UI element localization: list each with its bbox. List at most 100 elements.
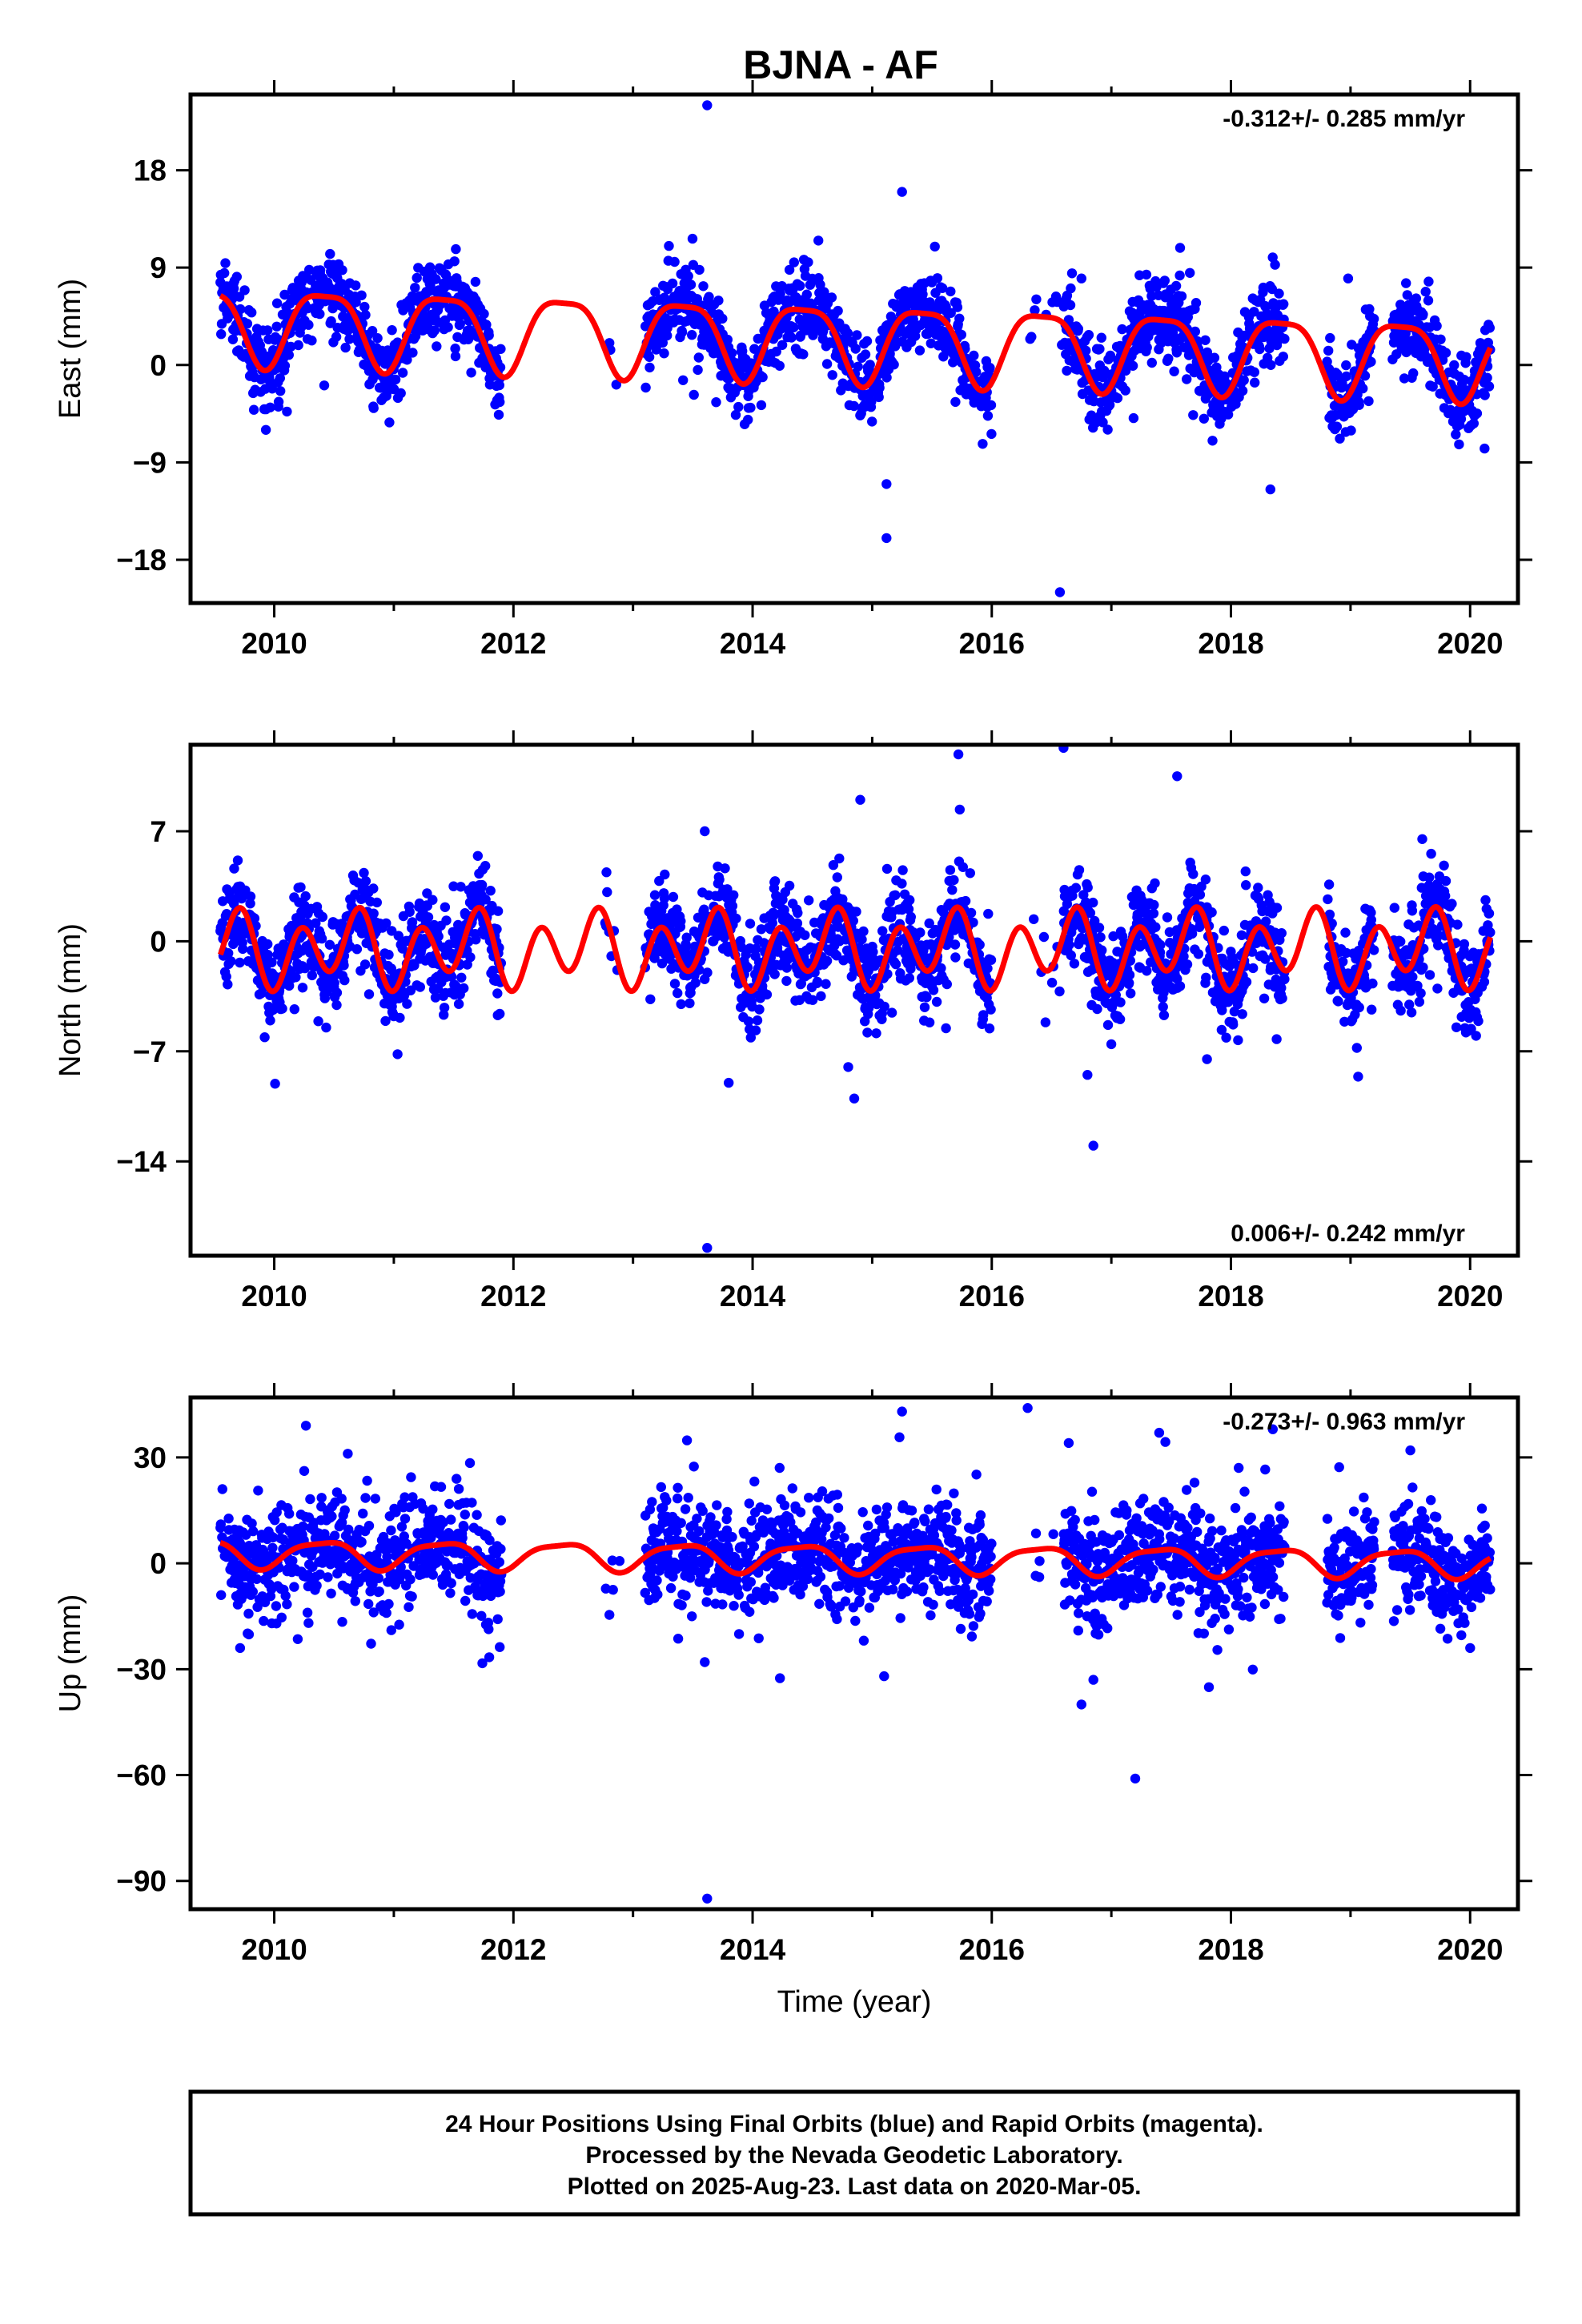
data-point <box>444 1498 455 1510</box>
data-point <box>317 911 328 923</box>
data-point <box>1096 332 1107 343</box>
data-point <box>368 403 379 413</box>
data-point <box>291 972 301 983</box>
data-point <box>1083 330 1094 340</box>
data-point <box>470 276 481 287</box>
data-point <box>804 895 814 906</box>
data-point <box>1456 414 1467 424</box>
data-point <box>1240 866 1251 877</box>
rate-label-east: -0.312+/- 0.285 mm/yr <box>1223 106 1465 132</box>
data-point <box>1341 360 1351 371</box>
data-point <box>1233 1035 1243 1046</box>
data-point <box>937 283 948 293</box>
x-tick-label: 2012 <box>480 627 546 660</box>
data-point <box>446 1578 456 1589</box>
data-point <box>316 933 327 944</box>
data-point <box>1484 323 1496 333</box>
data-point <box>275 373 285 384</box>
data-point <box>1270 259 1280 270</box>
data-point <box>428 1570 438 1580</box>
model-fit-line-east <box>218 293 1493 408</box>
data-point <box>966 907 977 919</box>
data-point <box>472 850 483 862</box>
outlier-point <box>881 533 892 544</box>
data-point <box>693 352 704 363</box>
data-point <box>1176 291 1187 302</box>
outlier-point <box>897 187 907 197</box>
data-point <box>363 1598 374 1610</box>
data-point <box>428 1504 438 1515</box>
data-point <box>832 872 843 883</box>
data-point <box>1426 848 1436 859</box>
data-point <box>713 296 724 306</box>
data-point <box>729 890 739 901</box>
data-point <box>1418 962 1428 973</box>
data-point <box>362 1475 372 1486</box>
data-point <box>359 301 370 312</box>
data-point <box>1439 860 1449 871</box>
data-point <box>702 967 713 978</box>
data-point <box>331 987 343 998</box>
data-point <box>1112 392 1123 404</box>
outlier-point <box>1076 273 1087 283</box>
data-point <box>1065 300 1076 311</box>
data-point <box>339 1505 350 1516</box>
data-point <box>326 1588 336 1599</box>
data-point <box>293 340 303 351</box>
data-point <box>325 248 335 259</box>
data-point <box>1480 443 1490 454</box>
data-point <box>496 344 506 354</box>
data-point <box>368 883 379 894</box>
data-point <box>1354 400 1364 410</box>
data-point <box>1141 269 1152 280</box>
data-point <box>833 305 843 316</box>
data-point <box>1485 927 1496 938</box>
data-point <box>1074 865 1085 875</box>
data-point <box>1182 959 1193 970</box>
data-point <box>408 348 418 358</box>
data-point <box>1260 954 1271 964</box>
data-point <box>956 329 967 340</box>
data-point <box>303 1618 314 1628</box>
data-point <box>392 1049 403 1059</box>
data-point <box>1174 243 1186 253</box>
data-point <box>761 989 773 1000</box>
data-point <box>351 944 363 955</box>
data-point <box>851 907 861 917</box>
data-point <box>453 999 464 1009</box>
data-point <box>387 325 397 336</box>
data-point <box>685 279 697 290</box>
data-point <box>717 313 728 324</box>
data-point <box>1241 880 1251 891</box>
data-point <box>890 890 901 901</box>
data-point <box>465 952 476 963</box>
y-tick-label: −18 <box>116 544 167 577</box>
data-point <box>986 428 997 440</box>
data-point <box>384 417 395 428</box>
x-tick-label: 2014 <box>720 627 786 660</box>
data-point <box>1088 897 1098 908</box>
data-point <box>881 863 893 875</box>
data-point <box>971 367 982 377</box>
data-point <box>1188 869 1199 879</box>
x-tick-label: 2018 <box>1198 1280 1263 1313</box>
data-point <box>485 886 496 896</box>
data-point <box>363 989 375 999</box>
data-point <box>1142 966 1152 976</box>
data-point <box>302 1607 313 1618</box>
data-point <box>1389 903 1400 913</box>
data-point <box>953 749 964 760</box>
data-point <box>821 955 833 967</box>
data-point <box>216 329 227 340</box>
data-point <box>329 1530 340 1541</box>
data-point <box>667 278 678 289</box>
data-point <box>1423 296 1434 306</box>
data-point <box>1114 1014 1126 1024</box>
data-point <box>360 1493 371 1503</box>
data-point <box>659 348 669 359</box>
data-point <box>279 360 291 371</box>
data-point <box>1054 986 1065 997</box>
data-point <box>459 1522 469 1533</box>
